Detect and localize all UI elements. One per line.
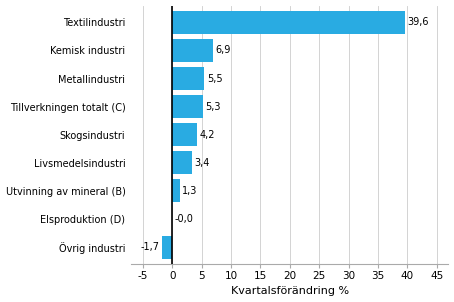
Text: 4,2: 4,2 (199, 130, 215, 140)
Bar (172, 39, 213, 62)
Text: 3,4: 3,4 (194, 158, 210, 168)
X-axis label: Kvartalsförändring %: Kvartalsförändring % (231, 286, 349, 297)
Text: 39,6: 39,6 (407, 18, 429, 27)
Text: 1,3: 1,3 (182, 186, 197, 196)
Bar (172, 67, 204, 90)
Bar (162, 236, 172, 259)
Bar (172, 11, 405, 34)
Text: -0,0: -0,0 (174, 214, 193, 224)
Bar (172, 151, 192, 174)
Bar (172, 123, 197, 146)
Text: -1,7: -1,7 (141, 242, 160, 252)
Text: 5,5: 5,5 (207, 74, 222, 84)
Text: 5,3: 5,3 (206, 102, 221, 112)
Text: 6,9: 6,9 (215, 46, 231, 56)
Bar (172, 179, 180, 202)
Bar (172, 95, 203, 118)
